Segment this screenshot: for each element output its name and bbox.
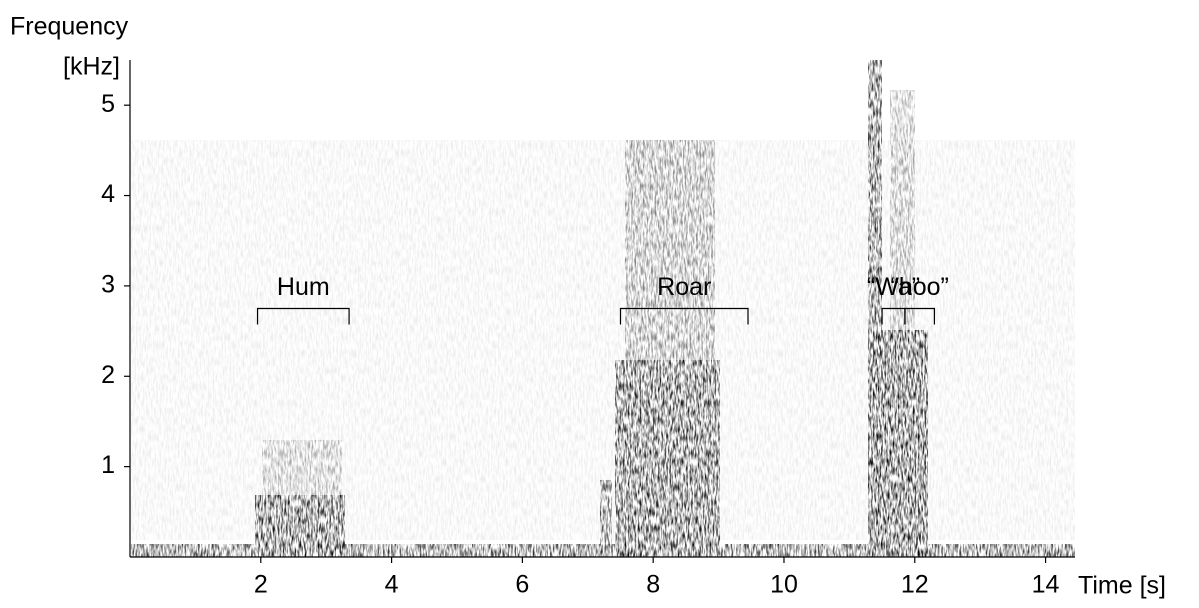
y-tick-label: 2 bbox=[101, 361, 115, 389]
annotation-bracket bbox=[256, 307, 350, 325]
y-tick-label: 4 bbox=[101, 180, 115, 208]
x-tick-label: 4 bbox=[385, 571, 399, 599]
x-tick-label: 8 bbox=[646, 571, 660, 599]
y-axis-label: [kHz] bbox=[63, 53, 120, 81]
annotation-bracket bbox=[619, 307, 749, 325]
x-tick-label: 6 bbox=[515, 571, 529, 599]
annotation-label: “Wa” bbox=[867, 273, 920, 301]
x-tick-label: 10 bbox=[770, 571, 798, 599]
x-axis-label: Time [s] bbox=[1078, 572, 1166, 600]
spectrogram-texture bbox=[131, 60, 1075, 557]
y-tick-label: 5 bbox=[101, 90, 115, 118]
x-tick-label: 14 bbox=[1032, 571, 1060, 599]
annotation-bracket bbox=[904, 307, 935, 325]
y-tick-label: 3 bbox=[101, 271, 115, 299]
annotation-label: Roar bbox=[657, 273, 711, 301]
x-tick-label: 2 bbox=[254, 571, 268, 599]
y-axis-label: Frequency bbox=[10, 13, 129, 41]
annotation-label: Hum bbox=[277, 273, 330, 301]
annotation-label: “hoo” bbox=[890, 273, 948, 301]
y-tick-label: 1 bbox=[101, 451, 115, 479]
x-tick-label: 12 bbox=[901, 571, 929, 599]
